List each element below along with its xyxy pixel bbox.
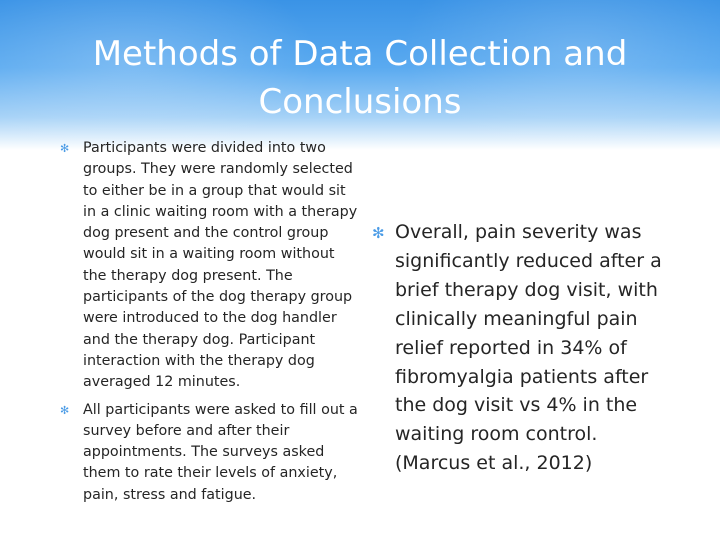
bullet-text: Participants were divided into two group… [83, 140, 358, 391]
left-bullet-list: ✻ Participants were divided into two gro… [58, 138, 358, 512]
list-item: ✻ All participants were asked to fill ou… [58, 400, 358, 506]
slide-title: Methods of Data Collection and Conclusio… [92, 34, 628, 122]
right-bullet-list: ✻ Overall, pain severity was significant… [368, 218, 668, 478]
bullet-text: All participants were asked to fill out … [83, 401, 358, 503]
list-item: ✻ Participants were divided into two gro… [58, 138, 358, 394]
header-gradient-band [0, 0, 720, 160]
list-item: ✻ Overall, pain severity was significant… [368, 218, 668, 478]
asterisk-bullet-icon: ✻ [372, 224, 385, 242]
asterisk-bullet-icon: ✻ [60, 142, 70, 155]
asterisk-bullet-icon: ✻ [60, 403, 70, 417]
bullet-text: Overall, pain severity was significantly… [395, 221, 662, 475]
